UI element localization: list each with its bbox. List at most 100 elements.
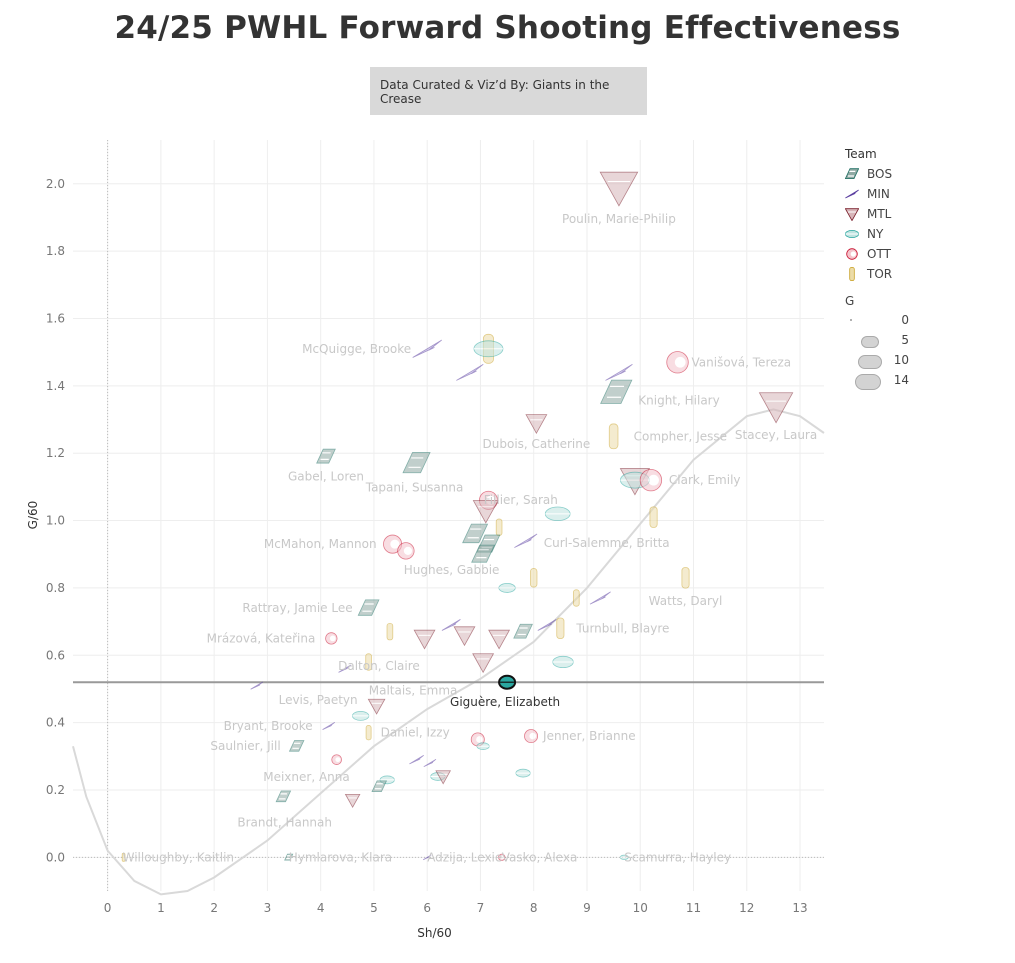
data-point [473,340,504,358]
data-point [250,681,264,690]
point-label: Curl-Salemme, Britta [544,536,670,550]
point-label: Tapani, Susanna [365,480,464,494]
legend-title: Team [845,147,877,161]
data-point [386,623,394,641]
mtl-logo-icon [844,207,860,222]
data-point [498,853,506,861]
data-point [471,544,496,563]
size-dot [861,336,879,348]
y-tick-label: 0.4 [46,716,65,730]
data-point [514,533,538,548]
point-label: Dubois, Catherine [483,437,591,451]
data-point [472,500,499,524]
y-tick-label: 0.2 [46,783,65,797]
data-point [338,664,351,673]
data-point [365,653,372,671]
point-label: Brandt, Hannah [237,816,332,830]
data-point [397,542,415,560]
size-legend-item: 14 [845,371,915,391]
data-point [316,448,336,464]
data-point [758,392,794,424]
data-point [619,854,629,860]
grid [73,140,824,891]
legend-label: MIN [867,187,890,201]
x-tick-label: 2 [210,901,218,915]
point-label: Rattray, Jamie Lee [242,601,352,615]
legend-label: OTT [867,247,891,261]
y-tick-label: 0.8 [46,581,65,595]
legend-label: NY [867,227,884,241]
y-axis-label: G/60 [26,501,40,530]
point-label: Scamurra, Hayley [624,850,731,864]
size-dot [858,355,882,369]
point-label: Fillier, Sarah [484,493,558,507]
data-point [441,619,461,631]
legend-item-bos[interactable]: BOS [844,164,892,184]
size-legend-item: 5 [845,331,915,351]
y-tick-label: 1.4 [46,379,65,393]
size-legend-item: 10 [845,351,915,371]
size-value: 14 [893,373,909,387]
data-points [121,171,794,862]
point-label: Willoughby, Kaitlin [123,850,234,864]
legend-item-tor[interactable]: TOR [845,264,892,284]
data-point [666,351,689,374]
y-tick-label: 1.0 [46,514,65,528]
data-point [344,793,361,809]
data-point [435,770,452,785]
data-point [544,506,571,522]
x-tick-label: 12 [739,901,754,915]
chart-title: 24/25 PWHL Forward Shooting Effectivenes… [114,10,901,46]
point-label: Gabel, Loren [288,470,364,484]
point-label: Daniel, Izzy [381,726,450,740]
x-tick-label: 4 [317,901,325,915]
data-point [367,698,386,715]
legend-mark [845,189,859,199]
data-point [322,721,336,731]
legend-item-ny[interactable]: NY [844,224,892,244]
y-tick-label: 0.6 [46,648,65,662]
legend-mark [849,266,855,282]
data-point [331,754,342,765]
data-point [608,423,619,450]
size-value: 10 [893,353,909,367]
y-tick-label: 1.2 [46,446,65,460]
point-label: Bryant, Brooke [224,719,313,733]
point-label: Turnbull, Blayre [575,621,669,635]
bos-logo-icon [844,167,860,181]
legend-item-min[interactable]: MIN [845,184,892,204]
data-point [371,780,388,793]
team-legend: Team BOS MIN MTL NY OTT TOR [844,147,892,284]
legend-item-ott[interactable]: OTT [845,244,892,264]
min-logo-icon [845,187,859,201]
data-point [488,629,511,650]
point-label: Mrázová, Kateřina [207,631,316,645]
data-point [325,632,338,645]
point-label: Vanišová, Tereza [692,355,792,369]
data-point [530,568,538,588]
data-point [462,523,489,544]
legend-label: MTL [867,207,892,221]
data-point [288,740,305,752]
data-point [524,729,539,744]
x-tick-label: 1 [157,901,165,915]
credit-box: Data Curated & Viz’d By: Giants in the C… [370,67,647,115]
x-tick-label: 0 [104,901,112,915]
axes: 0 1 2 3 4 5 6 7 8 9 10 11 12 130.00.20.40.60.81.01.21… [26,177,808,940]
data-point [552,655,574,669]
data-point [413,629,436,650]
trend-line [72,408,825,896]
data-point [456,363,484,381]
data-point [423,759,437,768]
point-label: Vasko, Alexa [502,850,578,864]
data-point [556,617,565,640]
ott-logo-icon [845,247,859,261]
legend-item-mtl[interactable]: MTL [844,204,892,224]
legend-mark [844,229,860,239]
x-tick-label: 3 [264,901,272,915]
point-labels: Poulin, Marie-Philip McQuigge, Brooke Vani… [123,212,818,864]
x-tick-label: 10 [633,901,648,915]
point-label: Adzija, Lexie [427,850,502,864]
tor-logo-icon [845,266,859,282]
x-tick-label: 11 [686,901,701,915]
